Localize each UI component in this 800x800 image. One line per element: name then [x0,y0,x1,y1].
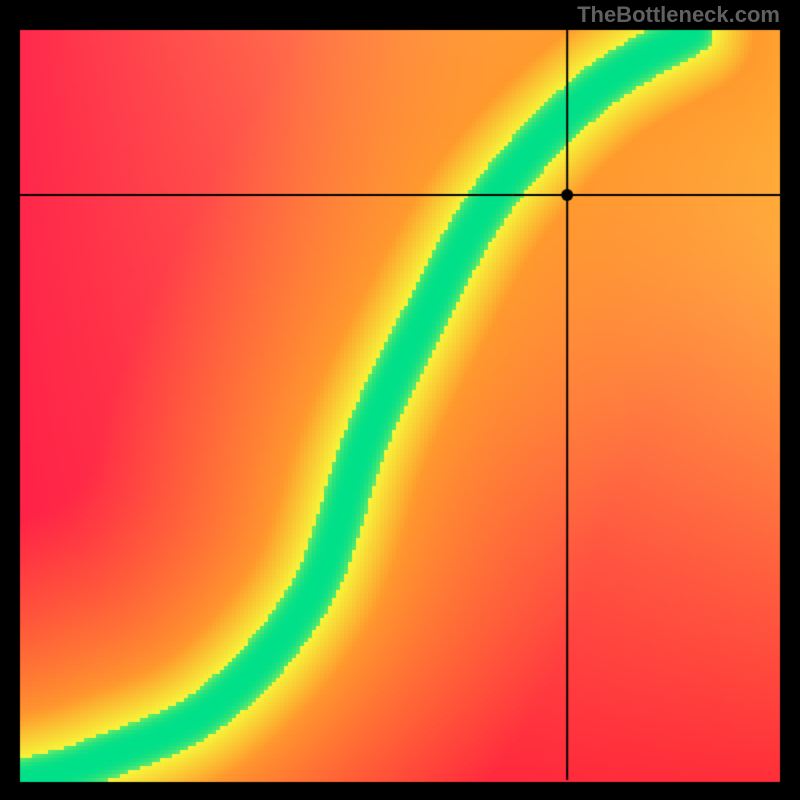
bottleneck-heatmap [0,0,800,800]
watermark-text: TheBottleneck.com [577,2,780,28]
